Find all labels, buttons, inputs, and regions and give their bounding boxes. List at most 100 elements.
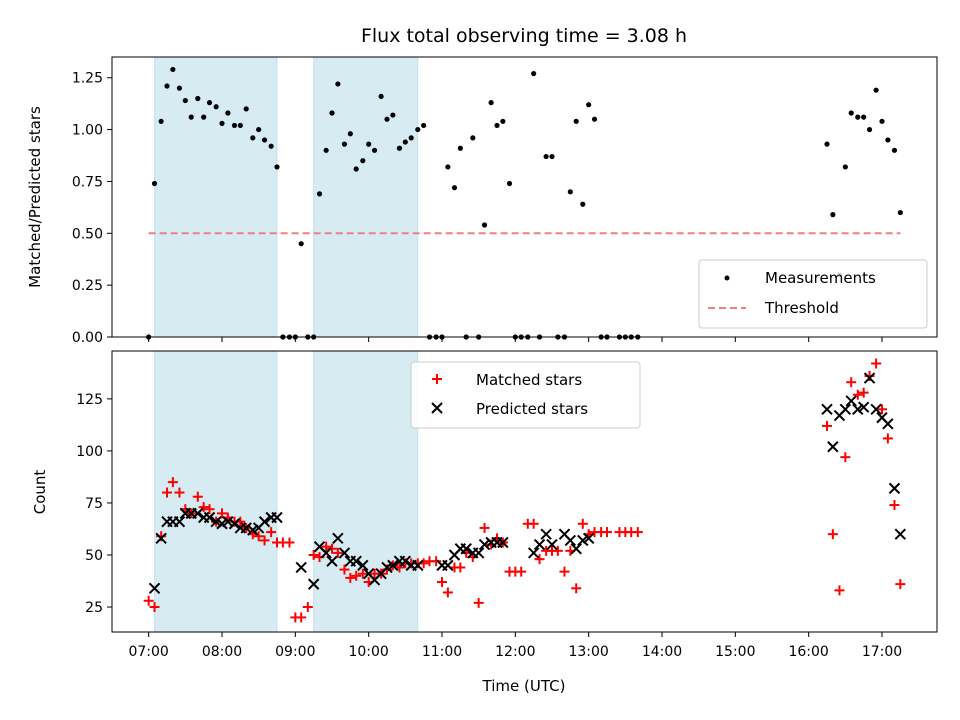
measurement-point: [256, 126, 262, 133]
shaded-interval: [313, 56, 419, 338]
predicted-stars-point: [527, 547, 540, 559]
matched-stars-point: [552, 545, 563, 556]
predicted-stars-point: [350, 555, 362, 567]
measurement-point: [586, 102, 592, 108]
measurement-point: [237, 122, 243, 129]
predicted-stars-point: [320, 547, 332, 559]
measurement-point: [866, 126, 873, 133]
matched-stars-point: [431, 556, 442, 567]
matched-stars-point: [143, 595, 154, 606]
matched-stars-point: [308, 549, 319, 560]
matched-stars-point: [871, 358, 882, 369]
matched-stars-point: [266, 527, 277, 538]
matched-stars-point: [479, 522, 490, 533]
matched-stars-point: [345, 572, 356, 583]
matched-stars-point: [889, 500, 900, 511]
matched-stars-point: [577, 518, 588, 529]
predicted-stars-point: [497, 536, 509, 549]
matched-stars-point: [351, 570, 362, 581]
measurement-point: [824, 141, 830, 147]
measurement-point: [573, 118, 579, 124]
matched-stars-point: [149, 602, 160, 613]
x-tick-label: 15:00: [715, 644, 755, 660]
predicted-stars-point: [582, 532, 595, 545]
bottom-axes-frame: [111, 350, 938, 633]
predicted-stars-point: [173, 515, 186, 528]
predicted-stars-point: [845, 395, 857, 407]
predicted-stars-point: [192, 507, 204, 520]
matched-stars-legend-label: Matched stars: [476, 371, 582, 389]
predicted-stars-point: [570, 543, 582, 555]
y-tick-label: 50: [85, 548, 103, 564]
predicted-stars-point: [546, 538, 558, 551]
predicted-stars-point: [332, 532, 344, 545]
predicted-stars-legend-marker: [431, 402, 443, 414]
measurement-point: [408, 135, 414, 141]
measurement-point: [182, 97, 188, 104]
predicted-stars-point: [821, 403, 833, 415]
measurement-point: [470, 135, 476, 141]
measurement-point: [848, 110, 854, 116]
measurement-point: [316, 191, 323, 197]
measurement-point: [861, 114, 867, 120]
top-shaded-intervals: [154, 56, 419, 338]
measurement-point: [445, 164, 451, 170]
shaded-interval: [154, 56, 278, 338]
measurement-point: [176, 85, 183, 91]
predicted-stars-point: [338, 547, 351, 559]
measurement-point: [543, 153, 549, 160]
measurement-point: [531, 70, 537, 77]
measurement-point: [335, 81, 341, 87]
predicted-stars-point: [863, 372, 876, 384]
y-tick-label: 0.75: [72, 174, 103, 190]
matched-stars-point: [174, 487, 185, 498]
measurement-point: [298, 241, 304, 247]
x-tick-label: 09:00: [275, 644, 315, 660]
predicted-stars-point: [148, 582, 161, 594]
measurement-point: [158, 118, 164, 124]
measurement-point: [879, 118, 885, 124]
bottom-plot-area: [143, 358, 907, 623]
measurement-point: [195, 95, 201, 102]
predicted-stars-point: [295, 561, 307, 574]
bottom-y-axis-label: Count: [31, 470, 49, 515]
matched-stars-point: [846, 377, 857, 388]
predicted-stars-point: [412, 559, 424, 572]
predicted-stars-point: [472, 547, 485, 559]
measurement-point: [842, 164, 848, 170]
bottom-x-ticks: 07:00 08:00 09:00 10:00 11:00 12:00 13:00 14:00…: [128, 632, 902, 660]
measurement-point: [219, 120, 225, 126]
matched-stars-point: [198, 502, 209, 513]
measurement-point: [243, 106, 249, 112]
matched-stars-point: [877, 404, 887, 415]
measurement-point: [341, 141, 348, 147]
top-legend-box: [698, 259, 928, 329]
measurement-point: [855, 114, 861, 120]
predicted-stars-point: [888, 482, 901, 495]
matched-stars-point: [822, 420, 832, 431]
measurement-point: [378, 93, 384, 100]
predicted-stars-point: [399, 555, 412, 567]
predicted-stars-point: [870, 403, 882, 415]
y-tick-label: 1.25: [72, 71, 103, 87]
x-tick-label: 16:00: [788, 644, 828, 660]
measurement-point: [885, 137, 891, 143]
matched-stars-point: [321, 541, 332, 552]
measurement-point: [897, 209, 903, 216]
measurement-point: [421, 122, 427, 129]
matched-stars-point: [204, 504, 215, 515]
measurement-point: [873, 87, 879, 93]
y-tick-label: 75: [85, 496, 103, 512]
predicted-stars-point: [155, 532, 167, 545]
predicted-stars-point: [533, 538, 546, 551]
predicted-stars-point: [894, 528, 907, 540]
matched-stars-point: [296, 612, 307, 623]
y-tick-label: 0.00: [72, 330, 103, 346]
predicted-stars-point: [357, 559, 369, 572]
top-panel: 0.00 0.25 0.50 0.75 1.00 1.25 Matched/Predict…: [26, 56, 938, 346]
x-tick-label: 17:00: [862, 644, 902, 660]
top-y-ticks: 0.00 0.25 0.50 0.75 1.00 1.25: [72, 71, 112, 346]
matched-stars-point: [217, 508, 227, 519]
matched-stars-point: [437, 577, 447, 588]
predicted-stars-point: [203, 511, 216, 524]
